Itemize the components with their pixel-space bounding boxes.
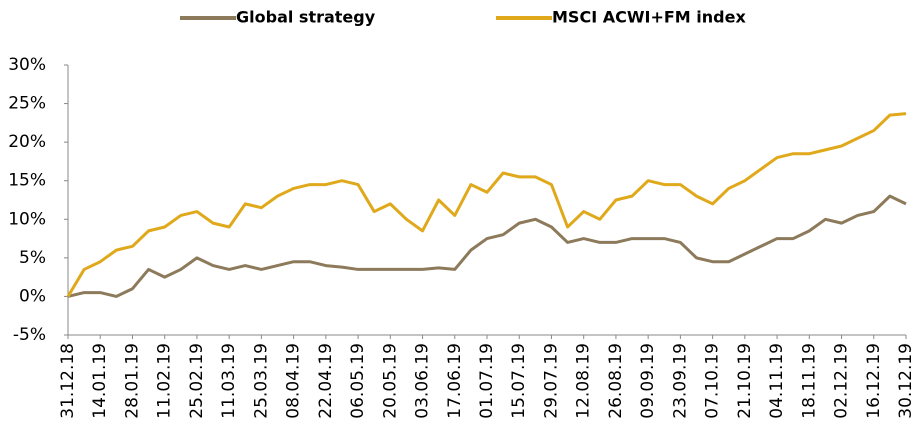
- x-tick-label: 12.08.19: [574, 343, 594, 419]
- x-tick-label: 02.12.19: [832, 343, 852, 419]
- y-tick-label: 10%: [8, 209, 46, 229]
- x-tick-label: 14.01.19: [90, 343, 110, 419]
- line: [67, 194, 907, 298]
- x-tick-label: 23.09.19: [670, 343, 690, 419]
- x-tick-label: 06.05.19: [348, 343, 368, 419]
- x-tick-label: 22.04.19: [316, 343, 336, 419]
- legend-label: Global strategy: [236, 8, 376, 27]
- y-tick-label: 15%: [8, 171, 46, 191]
- x-tick-label: 25.02.19: [187, 343, 207, 419]
- x-tick-label: 20.05.19: [380, 343, 400, 419]
- x-tick-label: 11.02.19: [155, 343, 175, 419]
- x-tick-label: 16.12.19: [864, 343, 884, 419]
- y-tick-label: 25%: [8, 94, 46, 114]
- x-tick-label: 28.01.19: [122, 343, 142, 419]
- x-tick-label: 31.12.18: [58, 343, 78, 419]
- legend-label: MSCI ACWI+FM index: [552, 8, 746, 27]
- y-tick-label: 5%: [19, 248, 46, 268]
- x-tick-label: 17.06.19: [445, 343, 465, 419]
- x-tick-label: 04.11.19: [767, 343, 787, 419]
- x-tick-label: 25.03.19: [251, 343, 271, 419]
- x-tick-label: 15.07.19: [509, 343, 529, 419]
- x-tick-label: 01.07.19: [477, 343, 497, 419]
- x-tick-label: 29.07.19: [541, 343, 561, 419]
- x-tick-label: 18.11.19: [799, 343, 819, 419]
- x-tick-label: 07.10.19: [703, 343, 723, 419]
- x-tick-label: 08.04.19: [284, 343, 304, 419]
- x-tick-label: 09.09.19: [638, 343, 658, 419]
- y-tick-label: -5%: [13, 325, 46, 345]
- y-tick-label: 20%: [8, 132, 46, 152]
- y-tick-label: 30%: [8, 55, 46, 75]
- x-tick-label: 11.03.19: [219, 343, 239, 419]
- x-tick-label: 30.12.19: [896, 343, 916, 419]
- x-tick-label: 21.10.19: [735, 343, 755, 419]
- x-tick-label: 26.08.19: [606, 343, 626, 419]
- y-tick-label: 0%: [19, 286, 46, 306]
- line: [66, 112, 907, 298]
- x-tick-label: 03.06.19: [413, 343, 433, 419]
